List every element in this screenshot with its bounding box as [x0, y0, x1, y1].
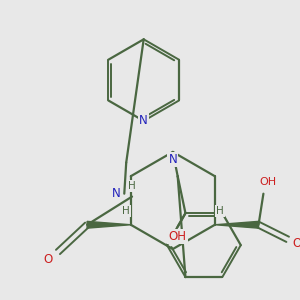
Text: OH: OH — [260, 177, 277, 187]
Text: N: N — [139, 114, 148, 128]
Text: O: O — [293, 237, 300, 250]
Text: OH: OH — [169, 230, 187, 243]
Text: N: N — [168, 153, 177, 166]
Polygon shape — [87, 221, 131, 228]
Text: H: H — [122, 206, 130, 216]
Text: N: N — [112, 187, 121, 200]
Text: H: H — [128, 181, 136, 191]
Text: O: O — [44, 253, 53, 266]
Text: H: H — [216, 206, 224, 216]
Polygon shape — [215, 221, 259, 228]
